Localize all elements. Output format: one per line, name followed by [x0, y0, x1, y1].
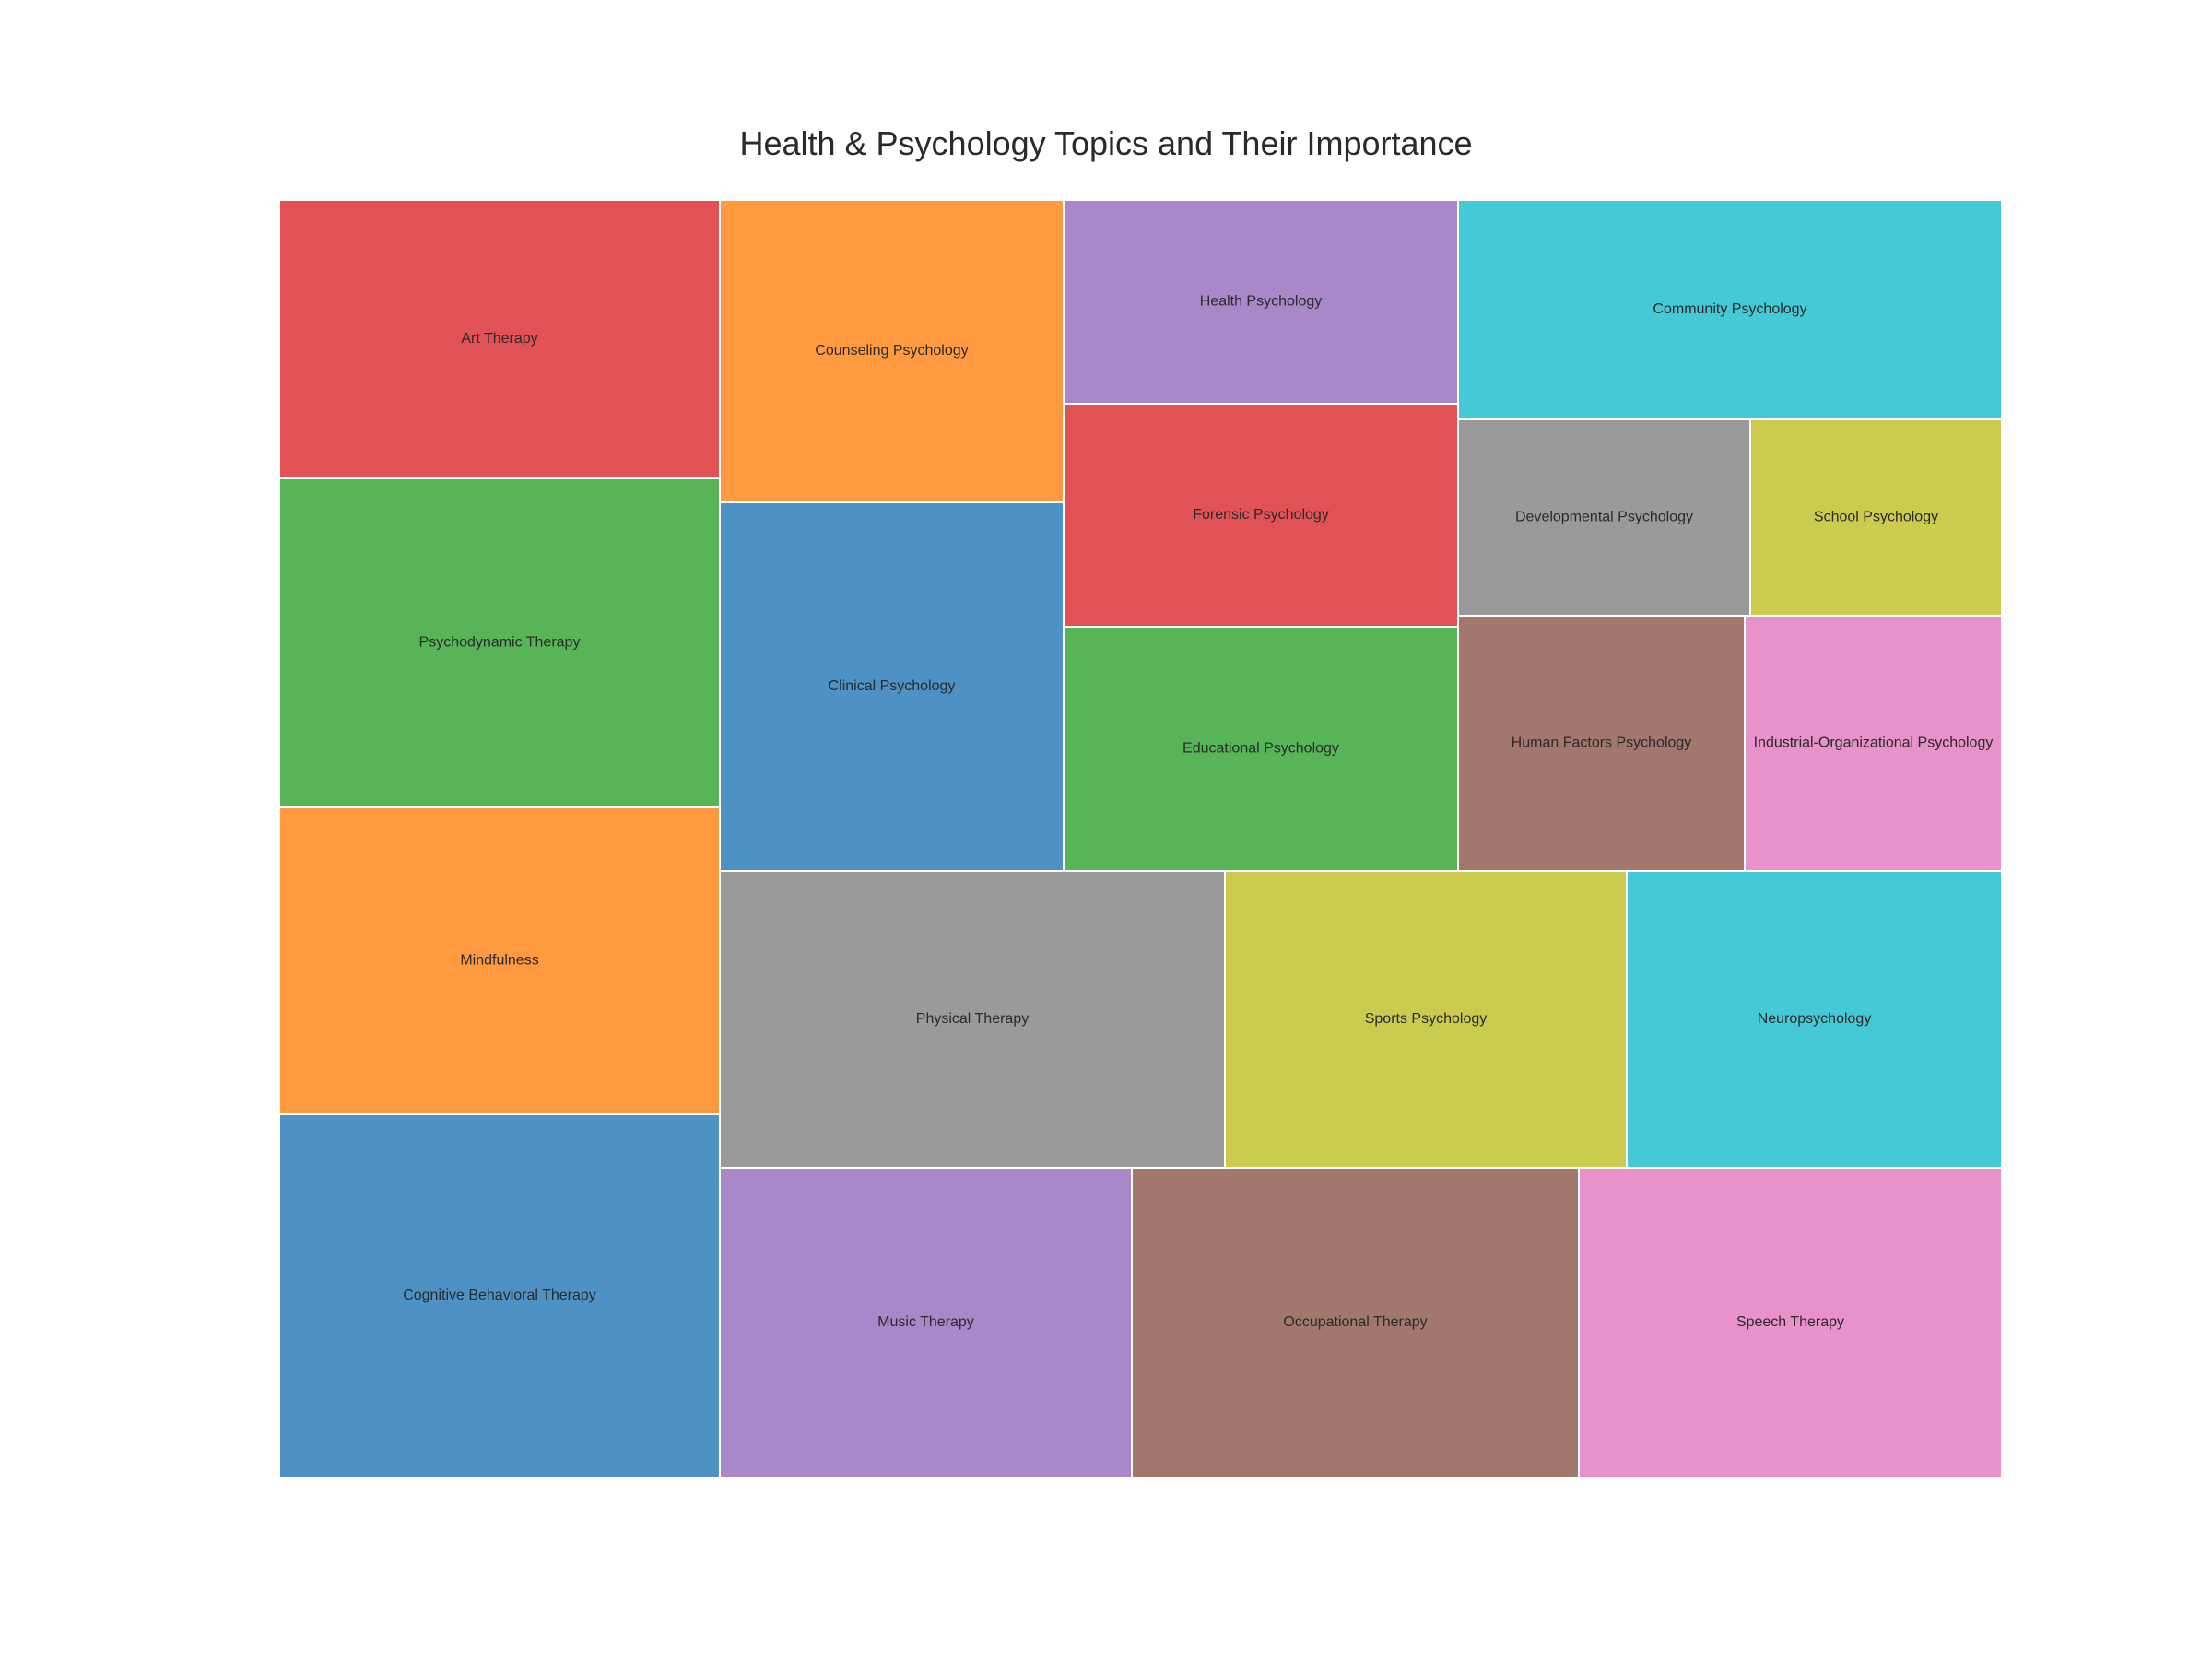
- tile-rect[interactable]: [1063, 199, 1459, 405]
- tile-label: Cognitive Behavioral Therapy: [403, 1288, 596, 1303]
- tile-rect[interactable]: [719, 870, 1226, 1169]
- tile-rect[interactable]: [1457, 615, 1746, 872]
- tile-label: Art Therapy: [461, 331, 537, 347]
- tile-label: Clinical Psychology: [829, 678, 956, 694]
- tile-label: Music Therapy: [877, 1314, 974, 1330]
- tile-label: Speech Therapy: [1736, 1314, 1844, 1330]
- treemap-tile-forensic-psychology[interactable]: Forensic Psychology: [1063, 403, 1459, 628]
- tile-rect[interactable]: [1063, 403, 1459, 628]
- tile-label: Community Psychology: [1653, 301, 1806, 317]
- tile-label: School Psychology: [1814, 510, 1938, 525]
- tile-label: Industrial-Organizational Psychology: [1754, 735, 1994, 751]
- treemap-tile-mindfulness[interactable]: Mindfulness: [278, 806, 721, 1115]
- tile-label: Psychodynamic Therapy: [419, 635, 581, 651]
- tile-label: Health Psychology: [1200, 294, 1323, 310]
- tile-rect[interactable]: [278, 199, 721, 479]
- treemap-tile-cognitive-behavioral-therapy[interactable]: Cognitive Behavioral Therapy: [278, 1113, 721, 1478]
- treemap-tile-health-psychology[interactable]: Health Psychology: [1063, 199, 1459, 405]
- treemap-tile-clinical-psychology[interactable]: Clinical Psychology: [719, 501, 1065, 872]
- tile-label: Physical Therapy: [916, 1011, 1029, 1027]
- treemap-tile-school-psychology[interactable]: School Psychology: [1749, 418, 2003, 617]
- treemap-tile-developmental-psychology[interactable]: Developmental Psychology: [1457, 418, 1751, 617]
- tile-label: Neuropsychology: [1758, 1011, 1872, 1027]
- tile-rect[interactable]: [719, 501, 1065, 872]
- tile-label: Human Factors Psychology: [1512, 735, 1692, 751]
- treemap-tile-educational-psychology[interactable]: Educational Psychology: [1063, 626, 1459, 872]
- tile-rect[interactable]: [719, 1167, 1133, 1478]
- tile-label: Sports Psychology: [1365, 1011, 1488, 1027]
- tile-rect[interactable]: [1457, 199, 2003, 420]
- tile-label: Mindfulness: [460, 953, 538, 969]
- treemap-tile-art-therapy[interactable]: Art Therapy: [278, 199, 721, 479]
- tile-label: Developmental Psychology: [1515, 510, 1693, 525]
- tile-rect[interactable]: [1578, 1167, 2003, 1478]
- tile-label: Occupational Therapy: [1283, 1314, 1427, 1330]
- tile-rect[interactable]: [1063, 626, 1459, 872]
- treemap-tile-community-psychology[interactable]: Community Psychology: [1457, 199, 2003, 420]
- tile-rect[interactable]: [1131, 1167, 1580, 1478]
- tile-rect[interactable]: [1744, 615, 2003, 872]
- treemap-tile-music-therapy[interactable]: Music Therapy: [719, 1167, 1133, 1478]
- treemap-tile-speech-therapy[interactable]: Speech Therapy: [1578, 1167, 2003, 1478]
- treemap-tile-human-factors-psychology[interactable]: Human Factors Psychology: [1457, 615, 1746, 872]
- treemap-tile-counseling-psychology[interactable]: Counseling Psychology: [719, 199, 1065, 503]
- treemap-tile-neuropsychology[interactable]: Neuropsychology: [1626, 870, 2003, 1169]
- treemap-tile-occupational-therapy[interactable]: Occupational Therapy: [1131, 1167, 1580, 1478]
- tile-rect[interactable]: [278, 477, 721, 808]
- tile-rect[interactable]: [1626, 870, 2003, 1169]
- tile-label: Counseling Psychology: [815, 343, 968, 359]
- tile-rect[interactable]: [1224, 870, 1628, 1169]
- treemap-tile-sports-psychology[interactable]: Sports Psychology: [1224, 870, 1628, 1169]
- treemap-tile-psychodynamic-therapy[interactable]: Psychodynamic Therapy: [278, 477, 721, 808]
- tile-rect[interactable]: [1749, 418, 2003, 617]
- tile-label: Educational Psychology: [1182, 741, 1339, 757]
- tile-label: Forensic Psychology: [1193, 507, 1329, 523]
- treemap-tile-physical-therapy[interactable]: Physical Therapy: [719, 870, 1226, 1169]
- tile-rect[interactable]: [278, 1113, 721, 1478]
- chart-title: Health & Psychology Topics and Their Imp…: [739, 124, 1473, 162]
- treemap-tile-industrial-organizational-psychology[interactable]: Industrial-Organizational Psychology: [1744, 615, 2003, 872]
